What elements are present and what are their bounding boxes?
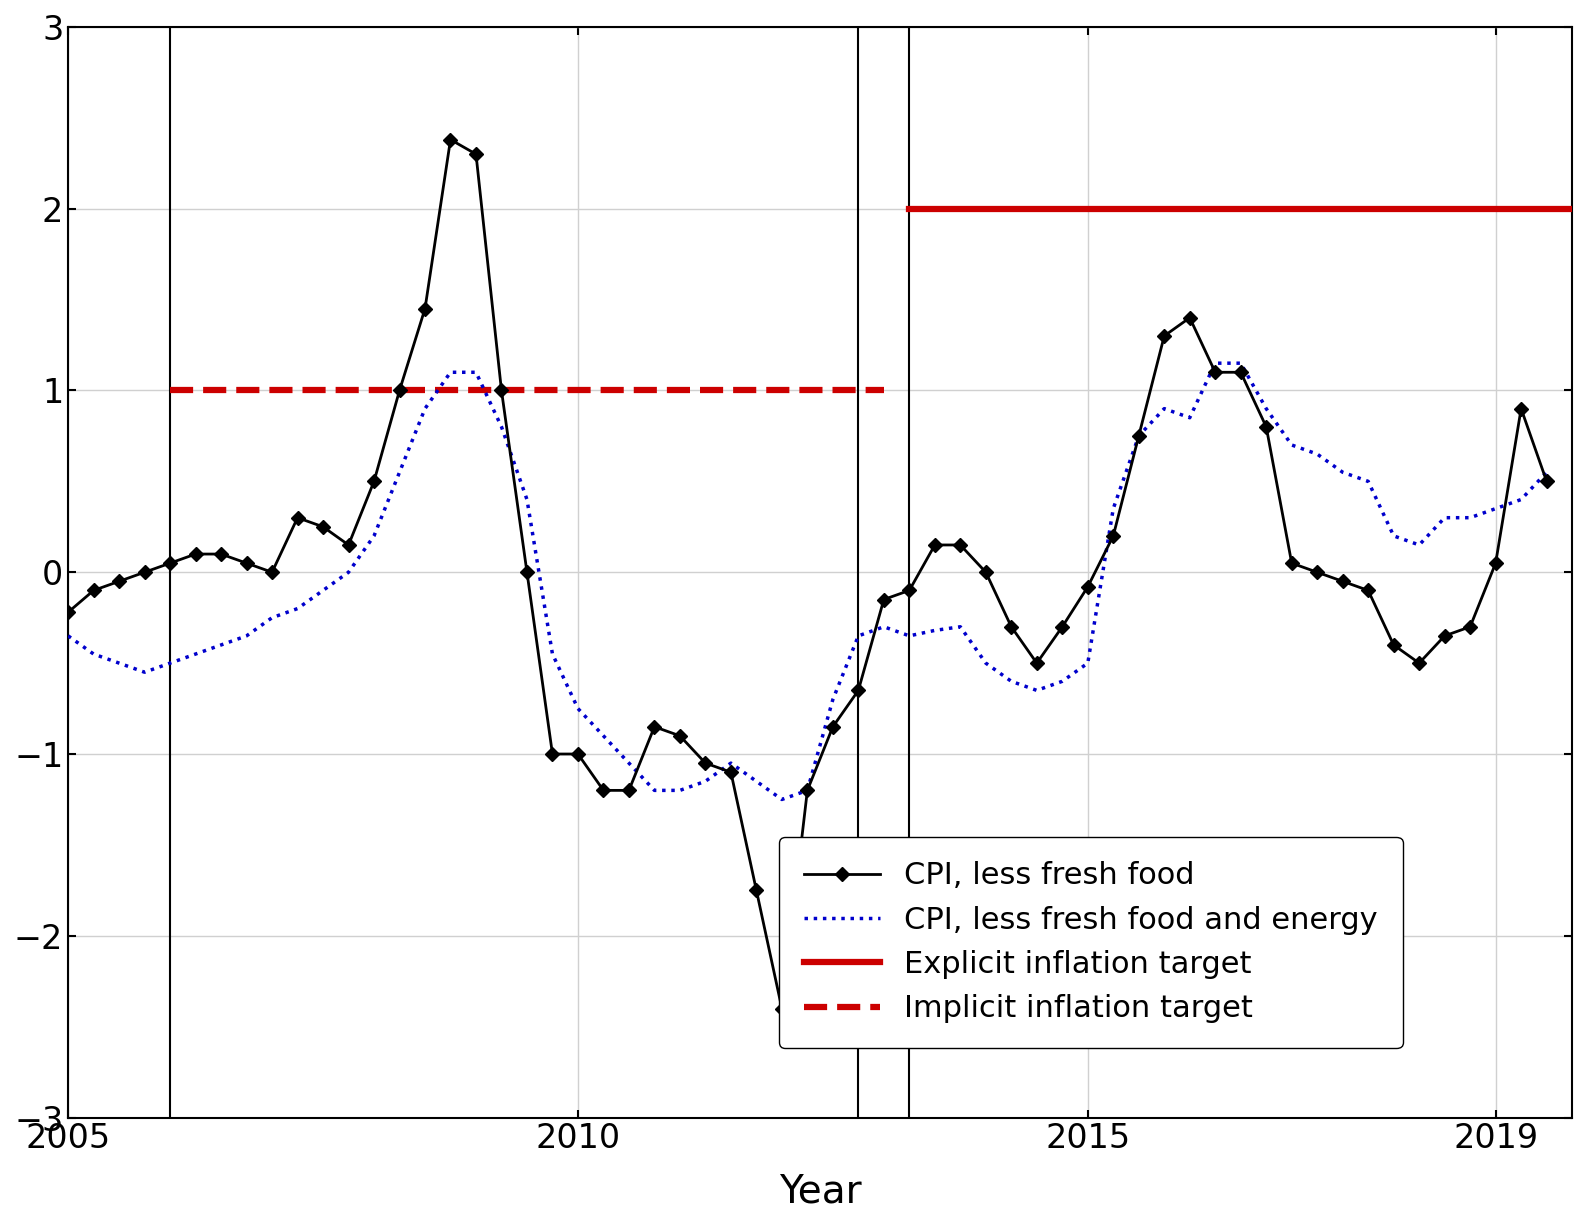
CPI, less fresh food and energy	[1205, 356, 1224, 371]
CPI, less fresh food	[441, 132, 460, 147]
Explicit inflation target	[1562, 201, 1581, 215]
X-axis label: Year: Year	[779, 1173, 861, 1211]
CPI, less fresh food and energy	[441, 365, 460, 379]
Implicit inflation target	[160, 383, 179, 398]
Line: CPI, less fresh food and energy: CPI, less fresh food and energy	[68, 364, 1546, 799]
CPI, less fresh food	[211, 547, 230, 562]
CPI, less fresh food and energy	[59, 628, 78, 643]
CPI, less fresh food and energy	[1155, 401, 1174, 416]
Line: CPI, less fresh food: CPI, less fresh food	[63, 135, 1551, 1013]
CPI, less fresh food and energy	[211, 638, 230, 652]
CPI, less fresh food	[109, 574, 128, 589]
CPI, less fresh food	[1180, 311, 1199, 326]
CPI, less fresh food and energy	[109, 656, 128, 671]
CPI, less fresh food and energy	[1537, 465, 1556, 480]
CPI, less fresh food	[772, 1001, 791, 1016]
Legend: CPI, less fresh food, CPI, less fresh food and energy, Explicit inflation target: CPI, less fresh food, CPI, less fresh fo…	[779, 837, 1402, 1048]
CPI, less fresh food and energy	[289, 601, 308, 616]
CPI, less fresh food and energy	[849, 628, 868, 643]
Explicit inflation target	[899, 201, 918, 215]
CPI, less fresh food	[289, 510, 308, 525]
Implicit inflation target	[874, 383, 893, 398]
CPI, less fresh food	[874, 592, 893, 607]
CPI, less fresh food and energy	[772, 792, 791, 807]
CPI, less fresh food	[59, 605, 78, 619]
CPI, less fresh food	[1537, 474, 1556, 488]
CPI, less fresh food	[466, 147, 485, 162]
